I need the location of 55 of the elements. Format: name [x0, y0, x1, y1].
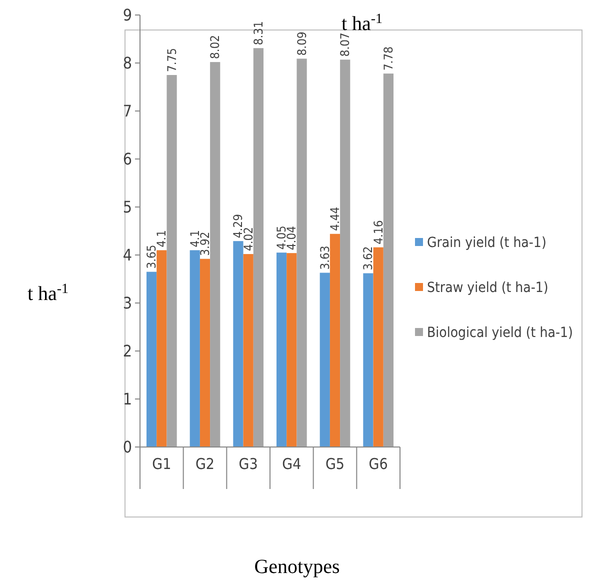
legend-label: Grain yield (t ha-1)	[427, 234, 546, 251]
bar	[166, 75, 177, 447]
x-tick-label: G6	[368, 455, 388, 473]
data-label: 7.75	[164, 48, 179, 72]
x-tick-label: G2	[195, 455, 215, 473]
y-tick-label: 2	[122, 342, 132, 361]
bar	[146, 272, 157, 447]
data-label: 3.62	[361, 246, 376, 270]
chart-title: t ha$^{-1}$	[341, 12, 383, 35]
bar	[330, 234, 340, 447]
bar	[286, 253, 297, 447]
y-tick-label: 8	[122, 54, 132, 73]
y-tick-label: 5	[122, 198, 132, 217]
x-tick-label: G3	[238, 455, 258, 473]
y-axis-title: t ha$^{-1}$	[27, 282, 69, 305]
x-tick-label: G5	[325, 455, 345, 473]
data-label: 8.31	[251, 21, 266, 46]
data-label: 3.92	[198, 232, 212, 256]
bar	[276, 252, 287, 447]
data-label: 4.16	[371, 220, 386, 244]
y-tick-label: 4	[122, 246, 132, 265]
bar	[156, 250, 167, 447]
data-label: 3.65	[144, 244, 159, 269]
data-label: 4.44	[328, 206, 342, 231]
bar	[363, 273, 374, 447]
bar	[243, 254, 254, 447]
data-label: 4.1	[154, 230, 169, 248]
y-tick-label: 9	[122, 6, 132, 25]
bar	[233, 241, 244, 447]
y-tick-label: 1	[122, 390, 132, 409]
data-label: 8.07	[338, 32, 352, 57]
legend-label: Biological yield (t ha-1)	[427, 324, 573, 341]
bar	[200, 258, 210, 447]
x-axis-title: Genotypes	[254, 556, 340, 578]
bar	[340, 60, 350, 447]
data-label: 4.04	[284, 226, 299, 250]
data-label: 7.78	[381, 46, 396, 71]
data-label: 4.02	[241, 227, 256, 252]
y-tick-label: 7	[122, 102, 132, 121]
bar	[383, 74, 394, 447]
bar	[253, 48, 264, 447]
bar	[320, 272, 330, 447]
legend-label: Straw yield (t ha-1)	[427, 280, 548, 296]
data-label: 8.02	[208, 35, 222, 60]
data-label: 3.63	[318, 246, 332, 270]
data-label: 8.09	[294, 32, 309, 56]
bar	[190, 250, 200, 447]
y-tick-label: 6	[122, 150, 132, 169]
bar	[296, 58, 307, 447]
y-tick-label: 0	[122, 438, 132, 457]
x-tick-label: G4	[282, 455, 302, 473]
bar	[210, 62, 220, 447]
bar	[373, 247, 384, 447]
y-tick-label: 3	[122, 294, 132, 313]
x-tick-label: G1	[152, 455, 172, 473]
